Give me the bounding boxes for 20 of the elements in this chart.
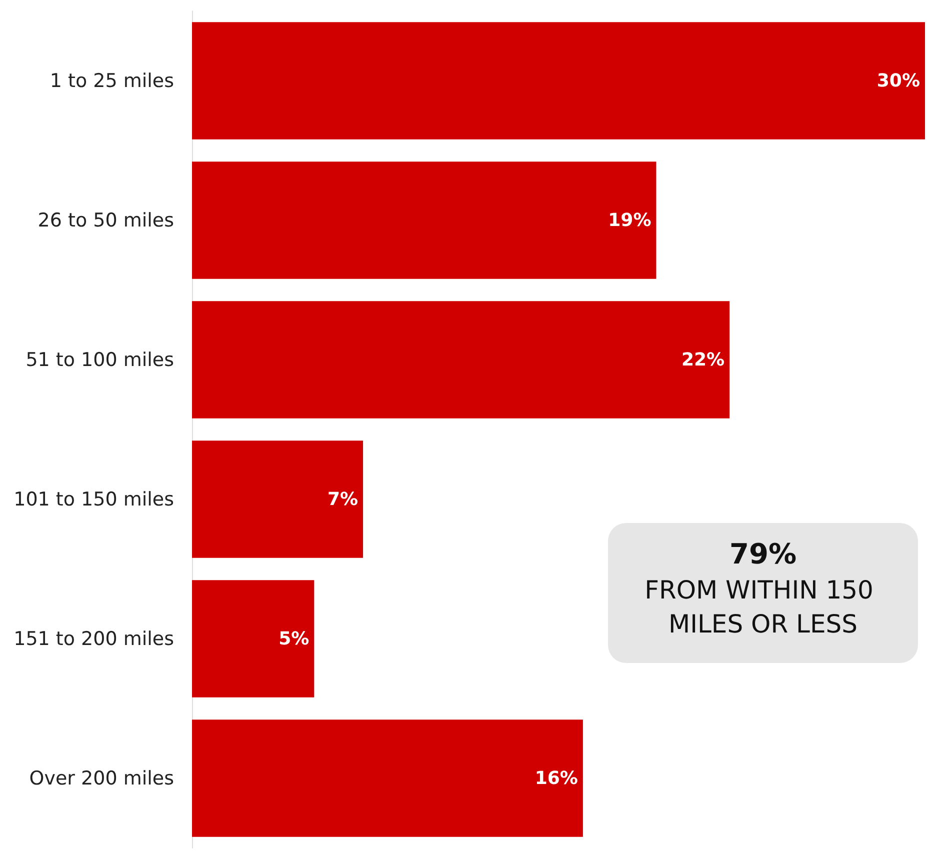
annotation: FROM WITHIN 150 MILES OR LESS [644, 576, 882, 638]
data-label: 5% [278, 628, 310, 650]
bar [192, 162, 656, 279]
data-label: 22% [681, 349, 725, 370]
bar [192, 301, 730, 418]
bar [192, 22, 925, 140]
bar [192, 720, 583, 837]
y-tick-label: 51 to 100 miles [26, 348, 174, 371]
y-tick-label: 101 to 150 miles [14, 488, 174, 510]
data-label: 30% [876, 70, 920, 92]
data-label: 16% [534, 768, 578, 789]
data-label: 7% [327, 488, 358, 510]
y-tick-label: 26 to 50 miles [38, 209, 174, 232]
y-tick-label: 151 to 200 miles [14, 628, 174, 650]
annotation: 79% [729, 538, 797, 570]
y-tick-label: 1 to 25 miles [50, 70, 174, 92]
bar [192, 440, 364, 558]
y-tick-label: Over 200 miles [29, 767, 174, 790]
data-label: 19% [608, 210, 652, 231]
bar [192, 580, 314, 698]
